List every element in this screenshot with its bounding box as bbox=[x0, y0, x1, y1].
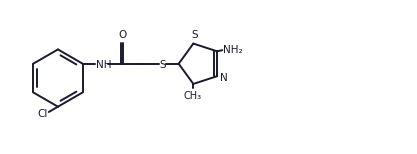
Text: S: S bbox=[191, 30, 198, 40]
Text: S: S bbox=[159, 60, 166, 70]
Text: Cl: Cl bbox=[38, 109, 48, 119]
Text: N: N bbox=[220, 73, 228, 83]
Text: NH₂: NH₂ bbox=[224, 45, 243, 55]
Text: NH: NH bbox=[96, 60, 111, 70]
Text: O: O bbox=[118, 30, 126, 40]
Text: CH₃: CH₃ bbox=[183, 91, 201, 101]
